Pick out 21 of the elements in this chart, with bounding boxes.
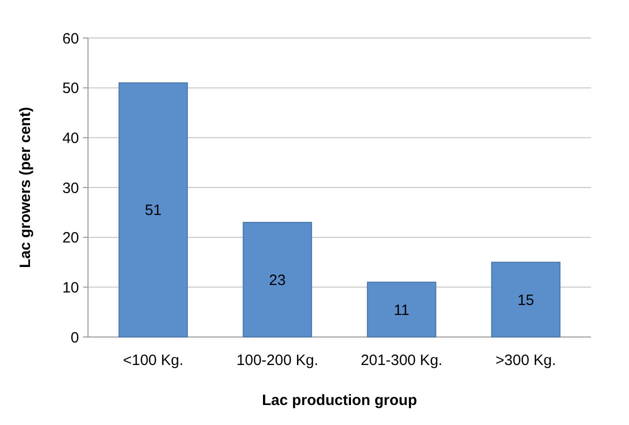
- bar: [491, 262, 560, 338]
- x-tick-label: >300 Kg.: [496, 352, 556, 369]
- y-tick-label: 0: [70, 329, 79, 346]
- y-tick-label: 50: [62, 80, 79, 98]
- y-tick-label: 60: [62, 30, 79, 48]
- data-label: 23: [269, 272, 286, 289]
- x-tick-label: <100 Kg.: [122, 352, 184, 369]
- y-tick-label: 40: [62, 130, 79, 147]
- data-label: 11: [394, 302, 410, 319]
- bar: [242, 222, 312, 338]
- x-tick-label: 201-300 Kg.: [360, 352, 442, 369]
- data-label: 51: [144, 202, 162, 220]
- y-tick-label: 10: [62, 279, 79, 296]
- x-axis-title: Lac production group: [262, 392, 417, 409]
- bar: [366, 282, 436, 338]
- x-tick-label: 100-200 Kg.: [236, 352, 318, 369]
- y-tick-label: 20: [62, 230, 79, 247]
- data-label: 15: [517, 292, 534, 309]
- y-axis-title: Lac growers (per cent): [17, 107, 34, 268]
- y-tick-label: 30: [62, 180, 79, 197]
- bar: [118, 82, 188, 338]
